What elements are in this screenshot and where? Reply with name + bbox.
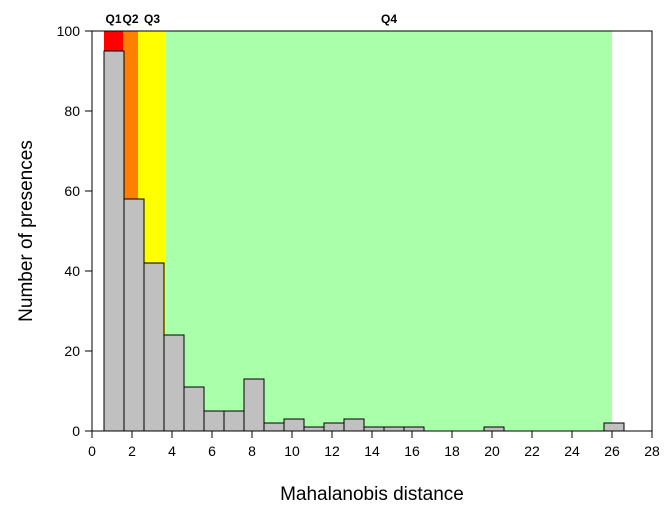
histogram-bars [103, 50, 625, 432]
y-tick-label: 60 [64, 183, 80, 199]
x-tick-label: 0 [88, 443, 96, 459]
histogram-bar [223, 410, 245, 432]
histogram-bar [103, 50, 125, 432]
x-tick-label: 14 [364, 443, 380, 459]
histogram-bar [183, 386, 205, 432]
band-q4 [166, 31, 612, 431]
y-axis-title: Number of presences [16, 140, 37, 322]
x-tick-label: 24 [564, 443, 580, 459]
x-tick-label: 28 [644, 443, 660, 459]
x-tick-label: 2 [128, 443, 136, 459]
histogram-bar [263, 422, 285, 432]
x-tick-label: 22 [524, 443, 540, 459]
band-label-q1: Q1 [105, 12, 121, 26]
x-axis-title: Mahalanobis distance [280, 484, 464, 505]
histogram-bar [243, 378, 265, 432]
histogram-bar [123, 198, 145, 432]
band-label-q2: Q2 [122, 12, 138, 26]
histogram-bar [143, 262, 165, 432]
histogram-bar [203, 410, 225, 432]
histogram-bar [323, 422, 345, 432]
x-tick-label: 12 [324, 443, 340, 459]
band-label-q4: Q4 [381, 12, 397, 26]
x-axis-ticks: 0 2 4 6 8 10 12 14 16 18 20 22 24 26 28 [88, 431, 660, 459]
histogram-bar [163, 334, 185, 432]
histogram-bar [403, 426, 425, 432]
x-tick-label: 16 [404, 443, 420, 459]
histogram-bar [363, 426, 385, 432]
x-tick-label: 8 [248, 443, 256, 459]
histogram-bar [283, 418, 305, 432]
y-tick-label: 40 [64, 263, 80, 279]
histogram-bar [343, 418, 365, 432]
x-tick-label: 6 [208, 443, 216, 459]
y-tick-label: 80 [64, 103, 80, 119]
x-tick-label: 20 [484, 443, 500, 459]
x-tick-label: 10 [284, 443, 300, 459]
histogram-bar [603, 422, 625, 432]
y-tick-label: 20 [64, 343, 80, 359]
histogram-bar [303, 426, 325, 432]
quartile-labels: Q1 Q2 Q3 Q4 [105, 12, 397, 26]
x-tick-label: 4 [168, 443, 176, 459]
y-tick-label: 0 [72, 423, 80, 439]
histogram-bar [383, 426, 405, 432]
x-tick-label: 18 [444, 443, 460, 459]
x-tick-label: 26 [604, 443, 620, 459]
histogram-bar [483, 426, 505, 432]
y-axis-ticks: 0 20 40 60 80 100 [57, 23, 92, 439]
band-label-q3: Q3 [144, 12, 160, 26]
y-tick-label: 100 [57, 23, 81, 39]
